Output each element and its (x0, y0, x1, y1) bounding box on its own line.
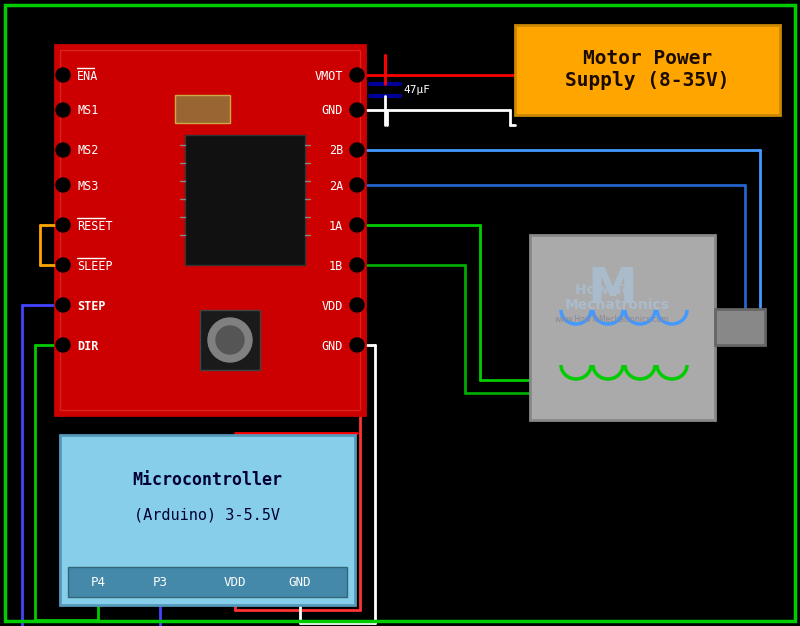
FancyBboxPatch shape (60, 435, 355, 605)
Circle shape (57, 339, 69, 351)
FancyBboxPatch shape (60, 50, 360, 410)
FancyBboxPatch shape (185, 135, 305, 265)
Circle shape (351, 299, 363, 311)
Text: DIR: DIR (77, 339, 98, 352)
Text: ENA: ENA (77, 69, 98, 83)
FancyBboxPatch shape (55, 45, 365, 415)
Text: How To: How To (575, 283, 631, 297)
Circle shape (58, 260, 68, 270)
Circle shape (350, 258, 364, 272)
Text: STEP: STEP (77, 299, 106, 312)
Circle shape (56, 298, 70, 312)
Circle shape (352, 300, 362, 310)
Circle shape (351, 259, 363, 271)
Circle shape (350, 143, 364, 157)
Circle shape (56, 178, 70, 192)
Text: Microcontroller: Microcontroller (133, 471, 282, 489)
Circle shape (351, 144, 363, 156)
Circle shape (57, 179, 69, 191)
Circle shape (350, 68, 364, 82)
Circle shape (352, 260, 362, 270)
Circle shape (57, 104, 69, 116)
Circle shape (56, 338, 70, 352)
Text: 2B: 2B (329, 145, 343, 158)
Circle shape (352, 180, 362, 190)
Text: GND: GND (322, 339, 343, 352)
Text: Mechatronics: Mechatronics (565, 298, 670, 312)
Circle shape (351, 339, 363, 351)
Circle shape (350, 218, 364, 232)
Circle shape (58, 145, 68, 155)
Text: SLEEP: SLEEP (77, 260, 113, 272)
Text: 47μF: 47μF (403, 85, 430, 95)
Circle shape (351, 179, 363, 191)
Circle shape (57, 144, 69, 156)
Circle shape (350, 338, 364, 352)
Circle shape (57, 69, 69, 81)
Text: 1A: 1A (329, 220, 343, 232)
Circle shape (58, 70, 68, 80)
Circle shape (352, 220, 362, 230)
Circle shape (57, 259, 69, 271)
Circle shape (56, 258, 70, 272)
Text: MS2: MS2 (77, 145, 98, 158)
Circle shape (58, 220, 68, 230)
FancyBboxPatch shape (175, 95, 230, 123)
Circle shape (58, 300, 68, 310)
Text: P3: P3 (153, 575, 167, 588)
Circle shape (58, 180, 68, 190)
Text: MS3: MS3 (77, 180, 98, 193)
Text: (Arduino) 3-5.5V: (Arduino) 3-5.5V (134, 508, 281, 523)
Circle shape (56, 103, 70, 117)
Text: VDD: VDD (224, 575, 246, 588)
Circle shape (56, 68, 70, 82)
Circle shape (350, 103, 364, 117)
Circle shape (58, 340, 68, 350)
Circle shape (351, 104, 363, 116)
Text: 2A: 2A (329, 180, 343, 193)
Circle shape (56, 143, 70, 157)
Circle shape (351, 69, 363, 81)
Text: P4: P4 (90, 575, 106, 588)
Circle shape (57, 299, 69, 311)
Text: GND: GND (322, 105, 343, 118)
Text: GND: GND (289, 575, 311, 588)
FancyBboxPatch shape (715, 309, 765, 345)
Circle shape (58, 105, 68, 115)
Circle shape (57, 219, 69, 231)
Circle shape (216, 326, 244, 354)
Circle shape (208, 318, 252, 362)
Text: Motor Power
Supply (8-35V): Motor Power Supply (8-35V) (566, 49, 730, 91)
FancyBboxPatch shape (515, 25, 780, 115)
Text: RESET: RESET (77, 220, 113, 232)
FancyBboxPatch shape (200, 310, 260, 370)
Circle shape (56, 218, 70, 232)
FancyBboxPatch shape (530, 235, 715, 420)
Circle shape (352, 70, 362, 80)
Circle shape (352, 340, 362, 350)
Circle shape (351, 219, 363, 231)
Text: M: M (588, 265, 638, 313)
Text: MS1: MS1 (77, 105, 98, 118)
Text: VMOT: VMOT (314, 69, 343, 83)
Circle shape (352, 145, 362, 155)
Circle shape (350, 178, 364, 192)
Circle shape (352, 105, 362, 115)
Circle shape (350, 298, 364, 312)
Text: www.HowToMechatronics.com: www.HowToMechatronics.com (555, 315, 670, 324)
FancyBboxPatch shape (68, 567, 347, 597)
Text: 1B: 1B (329, 260, 343, 272)
Text: VDD: VDD (322, 299, 343, 312)
